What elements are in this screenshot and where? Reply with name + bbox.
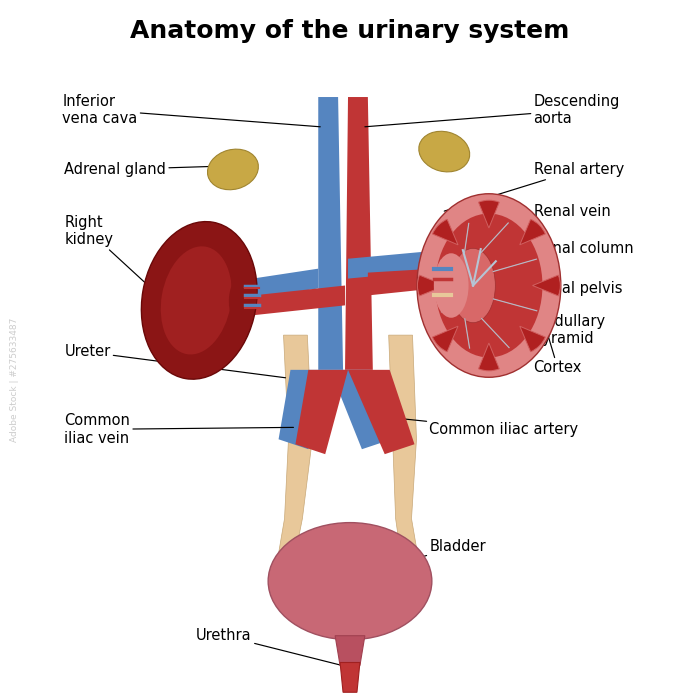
Ellipse shape	[434, 253, 468, 318]
Text: Urethra: Urethra	[196, 628, 342, 666]
Polygon shape	[380, 550, 414, 573]
Text: Anatomy of the urinary system: Anatomy of the urinary system	[130, 19, 570, 43]
Text: Common iliac artery: Common iliac artery	[390, 417, 578, 437]
Ellipse shape	[161, 246, 232, 354]
Polygon shape	[279, 335, 312, 554]
Polygon shape	[368, 269, 434, 295]
Ellipse shape	[207, 149, 258, 190]
Text: Renal pelvis: Renal pelvis	[489, 281, 622, 296]
Text: Adobe Stock | #275633487: Adobe Stock | #275633487	[10, 318, 19, 442]
Text: Inferior
vena cava: Inferior vena cava	[62, 94, 320, 127]
Text: Common
iliac vein: Common iliac vein	[64, 413, 293, 446]
Text: Renal vein: Renal vein	[447, 204, 610, 248]
Wedge shape	[479, 343, 499, 371]
Polygon shape	[389, 335, 417, 554]
Text: Right
kidney: Right kidney	[64, 215, 153, 290]
Ellipse shape	[229, 273, 257, 324]
Polygon shape	[279, 370, 330, 449]
Wedge shape	[433, 326, 458, 352]
Wedge shape	[533, 275, 560, 296]
Text: Renal column: Renal column	[499, 241, 634, 256]
Polygon shape	[253, 269, 318, 298]
Text: Medullary
pyramid: Medullary pyramid	[509, 314, 606, 346]
Ellipse shape	[268, 523, 432, 640]
Ellipse shape	[417, 194, 561, 377]
Polygon shape	[335, 636, 365, 666]
Ellipse shape	[435, 214, 542, 358]
Polygon shape	[286, 550, 320, 573]
Ellipse shape	[451, 248, 496, 323]
Text: Descending
aorta: Descending aorta	[365, 94, 620, 127]
Wedge shape	[520, 326, 545, 352]
Text: Adrenal gland: Adrenal gland	[64, 162, 211, 177]
Polygon shape	[348, 370, 414, 454]
Text: Cortex: Cortex	[533, 330, 582, 375]
Wedge shape	[479, 200, 499, 228]
Ellipse shape	[419, 132, 470, 172]
Wedge shape	[433, 219, 458, 245]
Text: Bladder: Bladder	[390, 539, 486, 566]
Text: Renal artery: Renal artery	[444, 162, 624, 211]
Polygon shape	[253, 286, 345, 315]
Wedge shape	[417, 275, 445, 296]
Text: Ureter: Ureter	[64, 344, 286, 378]
Polygon shape	[345, 97, 373, 370]
Wedge shape	[520, 219, 545, 245]
Polygon shape	[295, 370, 348, 454]
Polygon shape	[330, 370, 392, 449]
Ellipse shape	[141, 222, 257, 379]
Polygon shape	[340, 662, 360, 692]
Polygon shape	[318, 97, 343, 370]
Polygon shape	[348, 251, 434, 279]
